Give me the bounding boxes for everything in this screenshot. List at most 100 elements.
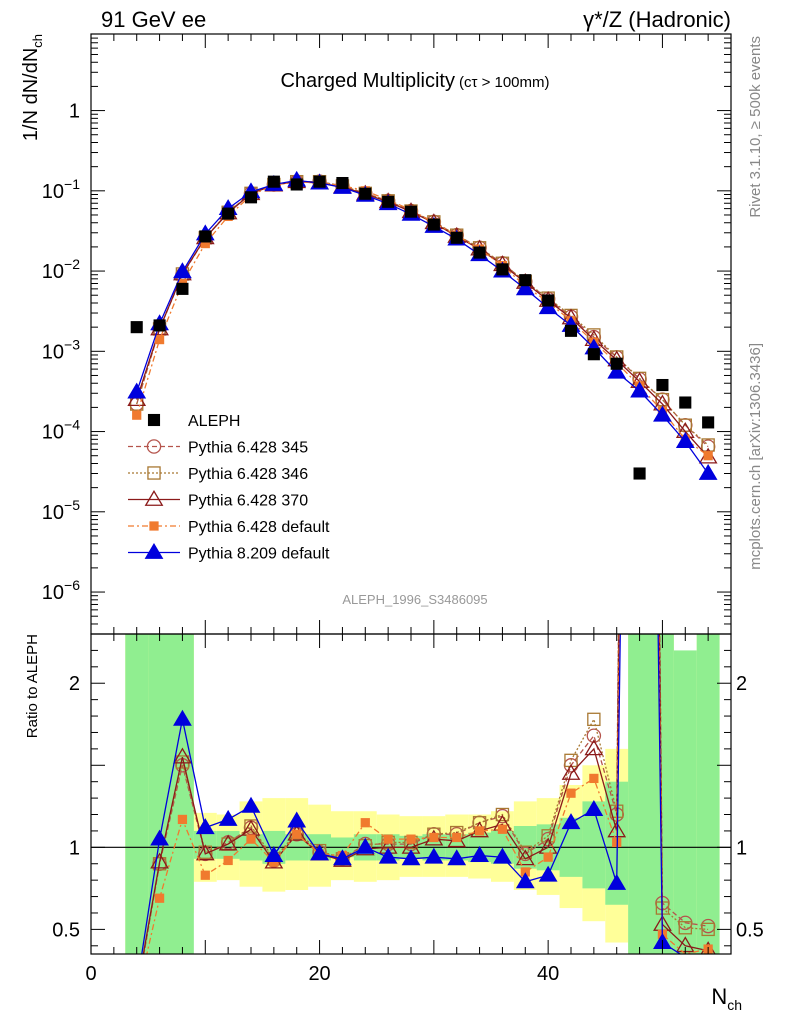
data-point-ALEPH xyxy=(290,178,303,191)
data-point-ALEPH xyxy=(382,195,395,208)
ratio-point-Pythia 6.428 default xyxy=(520,867,530,877)
ratio-point-Pythia 6.428 default xyxy=(246,834,256,844)
main-point-Pythia 6.428 346 xyxy=(701,438,715,452)
ratio-point-Pythia 8.209 default xyxy=(607,873,627,890)
data-point-ALEPH xyxy=(336,176,349,190)
band-green-bin xyxy=(582,801,606,889)
data-point-ALEPH xyxy=(267,175,280,188)
ratio-point-Pythia 6.428 default xyxy=(429,832,439,843)
ratio-point-Pythia 6.428 346 xyxy=(175,755,190,769)
x-axis-label: Nch xyxy=(711,984,742,1013)
ratio-point-Pythia 8.209 default xyxy=(264,846,284,862)
main-point-Pythia 6.428 default xyxy=(154,334,165,345)
ratio-point-Pythia 6.428 370 xyxy=(584,739,604,756)
ratio-point-Pythia 8.209 default xyxy=(584,800,604,817)
data-point-ALEPH xyxy=(359,187,372,200)
ratio-y-tick-label-right: 0.5 xyxy=(736,919,764,941)
main-point-Pythia 6.428 default xyxy=(132,410,142,420)
watermark: ALEPH_1996_S3486095 xyxy=(342,592,487,607)
ratio-point-Pythia 8.209 default xyxy=(470,846,489,862)
main-point-Pythia 8.209 default xyxy=(653,405,672,422)
ratio-point-Pythia 6.428 default xyxy=(360,818,370,828)
main-point-Pythia 8.209 default xyxy=(127,382,147,399)
axes: 0 20 40 10−6 10−5 10−4 10−3 10−2 10−1 1 0.5 0.5 1 1 2 2 xyxy=(42,33,764,985)
ratio-y-tick-label: 0.5 xyxy=(52,919,80,941)
chart-title-main: Charged Multiplicity xyxy=(280,70,455,92)
main-frame xyxy=(90,33,732,635)
main-line-Pythia 6.428 345 xyxy=(136,181,709,448)
ratio-point-Pythia 6.428 default xyxy=(269,857,279,867)
header-right: γ*/Z (Hadronic) xyxy=(583,7,731,32)
uncertainty-bands xyxy=(91,634,731,954)
ratio-point-Pythia 8.209 default xyxy=(333,849,352,866)
ratio-point-Pythia 8.209 default xyxy=(241,796,261,813)
side-label-rivet: Rivet 3.1.10, ≥ 500k events xyxy=(747,36,764,218)
ratio-point-Pythia 6.428 370 xyxy=(218,834,238,851)
band-green-bin xyxy=(696,634,720,954)
chart-subtitle: (cτ > 100mm) xyxy=(459,74,550,91)
ratio-point-Pythia 8.209 default xyxy=(355,837,375,854)
ratio-point-Pythia 8.209 default xyxy=(150,829,169,846)
ratio-point-Pythia 8.209 default xyxy=(218,809,238,826)
main-y-axis-label-sub: ch xyxy=(30,34,45,48)
ratio-point-Pythia 6.428 346 xyxy=(495,807,510,822)
main-point-Pythia 8.209 default xyxy=(675,432,695,449)
band-green-bin xyxy=(171,634,194,954)
ratio-point-Pythia 8.209 default xyxy=(538,865,558,882)
x-axis-label-sub: ch xyxy=(727,997,742,1013)
main-y-axis-label: 1/N dN/dNch xyxy=(20,34,45,141)
ratio-point-Pythia 6.428 default xyxy=(177,814,188,825)
ratio-point-Pythia 6.428 default xyxy=(200,870,210,880)
ratio-point-Pythia 6.428 default xyxy=(497,824,508,834)
main-y-tick-label: 10−3 xyxy=(42,336,80,363)
x-tick-label: 40 xyxy=(537,963,559,985)
data-point-ALEPH xyxy=(542,294,555,307)
data-point-ALEPH xyxy=(404,205,418,218)
ratio-point-Pythia 6.428 346 xyxy=(678,921,692,935)
ratio-line-Pythia 6.428 default xyxy=(146,634,709,954)
main-y-tick-label: 1 xyxy=(69,101,80,123)
band-green-bin xyxy=(125,634,149,954)
data-point-ALEPH xyxy=(633,467,646,480)
data-point-ALEPH xyxy=(496,263,509,276)
chart-title: Charged Multiplicity (cτ > 100mm) xyxy=(280,70,549,92)
main-point-Pythia 8.209 default xyxy=(607,362,627,379)
data-point-ALEPH xyxy=(610,357,623,370)
ratio-point-Pythia 6.428 default xyxy=(589,773,599,784)
x-tick-label: 20 xyxy=(308,963,330,985)
x-tick-label: 0 xyxy=(85,963,96,985)
legend-label: Pythia 8.209 default xyxy=(188,546,330,563)
main-y-tick-label: 10−2 xyxy=(42,256,80,283)
ratio-point-Pythia 6.428 default xyxy=(292,829,302,839)
data-point-ALEPH xyxy=(222,207,235,220)
ratio-y-tick-label-right: 2 xyxy=(736,673,747,695)
ratio-point-Pythia 8.209 default xyxy=(195,818,215,835)
legend-marker xyxy=(146,439,162,454)
main-point-Pythia 8.209 default xyxy=(698,463,718,480)
ratio-point-Pythia 6.428 370 xyxy=(173,747,192,764)
data-point-ALEPH xyxy=(199,230,212,243)
ratio-point-Pythia 8.209 default xyxy=(493,847,512,864)
ratio-point-Pythia 6.428 346 xyxy=(541,829,555,843)
legend-label: ALEPH xyxy=(188,413,240,430)
data-point-ALEPH xyxy=(656,378,669,392)
legend-marker xyxy=(147,466,161,480)
legend-label: Pythia 6.428 346 xyxy=(188,466,308,483)
ratio-line-Pythia 6.428 345 xyxy=(143,634,709,954)
data-point-ALEPH xyxy=(176,282,189,295)
ratio-point-Pythia 6.428 default xyxy=(566,788,576,798)
ratio-point-Pythia 8.209 default xyxy=(173,709,192,726)
ratio-point-Pythia 8.209 default xyxy=(310,844,329,861)
main-line-Pythia 6.428 346 xyxy=(136,181,709,446)
legend-marker xyxy=(147,413,161,427)
ratio-point-Pythia 6.428 default xyxy=(406,834,416,844)
data-point-ALEPH xyxy=(519,274,532,287)
header-left: 91 GeV ee xyxy=(101,7,206,32)
ratio-y-tick-label: 2 xyxy=(69,673,80,695)
ratio-y-axis-label: Ratio to ALEPH xyxy=(24,634,41,738)
legend-label: Pythia 6.428 default xyxy=(188,519,330,536)
band-green-bin xyxy=(673,650,697,954)
main-y-axis-label-text: 1/N dN/dN xyxy=(20,48,42,141)
legend-marker xyxy=(149,521,159,531)
